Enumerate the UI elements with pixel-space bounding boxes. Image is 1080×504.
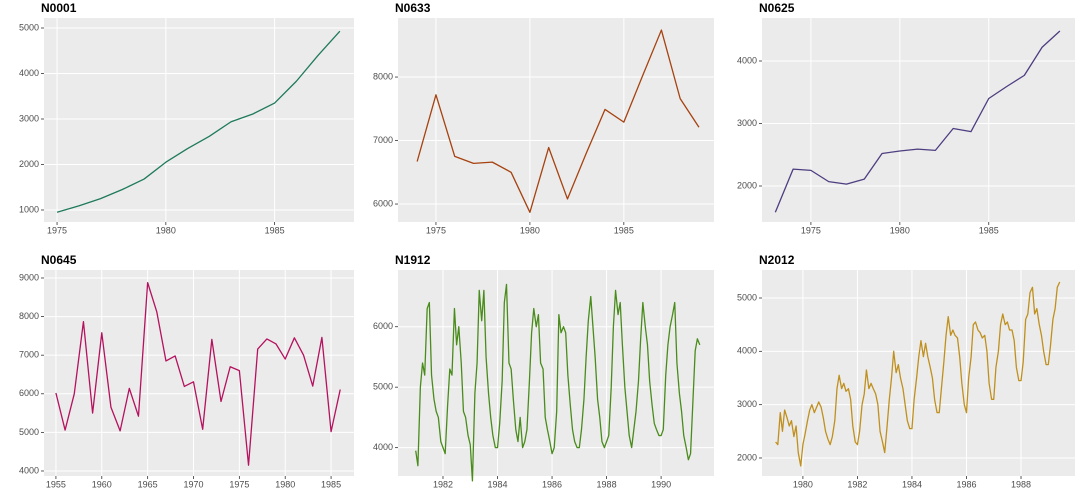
plot-background xyxy=(44,18,354,222)
x-tick-label: 1965 xyxy=(138,479,158,489)
y-tick-label: 4000 xyxy=(19,465,39,475)
plot-background xyxy=(398,18,714,222)
plot-background xyxy=(44,270,354,476)
y-tick-label: 6000 xyxy=(373,321,393,331)
series-line xyxy=(774,30,1061,213)
y-tick-label: 5000 xyxy=(19,427,39,437)
x-tick-label: 1980 xyxy=(520,225,540,235)
y-tick-label: 9000 xyxy=(19,272,39,282)
x-tick-label: 1980 xyxy=(890,225,910,235)
y-tick-label: 8000 xyxy=(373,71,393,81)
chart-title: N0001 xyxy=(41,1,77,15)
series-line xyxy=(775,281,1061,467)
series-line xyxy=(416,29,700,213)
x-tick-label: 1982 xyxy=(847,479,867,489)
x-tick-label: 1980 xyxy=(275,479,295,489)
y-tick-label: 6000 xyxy=(373,198,393,208)
plot-background xyxy=(762,18,1075,222)
y-tick-label: 4000 xyxy=(19,68,39,78)
y-tick-label: 3000 xyxy=(737,399,757,409)
y-tick-label: 6000 xyxy=(19,388,39,398)
x-tick-label: 1960 xyxy=(92,479,112,489)
y-tick-label: 2000 xyxy=(737,452,757,462)
series-line xyxy=(415,283,701,482)
y-tick-label: 4000 xyxy=(373,442,393,452)
y-tick-label: 5000 xyxy=(19,22,39,32)
x-tick-label: 1980 xyxy=(156,225,176,235)
x-tick-label: 1985 xyxy=(614,225,634,235)
x-tick-label: 1984 xyxy=(902,479,922,489)
x-tick-label: 1990 xyxy=(651,479,671,489)
y-tick-label: 5000 xyxy=(737,292,757,302)
y-tick-label: 5000 xyxy=(373,382,393,392)
x-tick-label: 1986 xyxy=(542,479,562,489)
x-tick-label: 1975 xyxy=(229,479,249,489)
chart-title: N0645 xyxy=(41,253,77,267)
x-tick-label: 1975 xyxy=(801,225,821,235)
x-tick-label: 1985 xyxy=(321,479,341,489)
chart-title: N0625 xyxy=(759,1,795,15)
x-tick-label: 1986 xyxy=(956,479,976,489)
chart-title: N0633 xyxy=(395,1,431,15)
chart-title: N1912 xyxy=(395,253,431,267)
y-tick-label: 4000 xyxy=(737,346,757,356)
plot-background xyxy=(762,270,1075,476)
chart-title: N2012 xyxy=(759,253,795,267)
x-tick-label: 1985 xyxy=(265,225,285,235)
x-tick-label: 1975 xyxy=(426,225,446,235)
x-tick-label: 1970 xyxy=(183,479,203,489)
y-tick-label: 7000 xyxy=(373,135,393,145)
series-line xyxy=(56,30,341,213)
y-tick-label: 1000 xyxy=(19,204,39,214)
x-tick-label: 1984 xyxy=(488,479,508,489)
y-tick-label: 2000 xyxy=(19,159,39,169)
y-tick-label: 2000 xyxy=(737,180,757,190)
x-tick-label: 1985 xyxy=(979,225,999,235)
y-tick-label: 7000 xyxy=(19,350,39,360)
series-line xyxy=(55,281,341,466)
y-tick-label: 8000 xyxy=(19,311,39,321)
x-tick-label: 1988 xyxy=(597,479,617,489)
x-tick-label: 1955 xyxy=(46,479,66,489)
x-tick-label: 1980 xyxy=(793,479,813,489)
y-tick-label: 3000 xyxy=(737,118,757,128)
y-tick-label: 4000 xyxy=(737,55,757,65)
x-tick-label: 1982 xyxy=(433,479,453,489)
x-tick-label: 1988 xyxy=(1011,479,1031,489)
y-tick-label: 3000 xyxy=(19,113,39,123)
x-tick-label: 1975 xyxy=(47,225,67,235)
